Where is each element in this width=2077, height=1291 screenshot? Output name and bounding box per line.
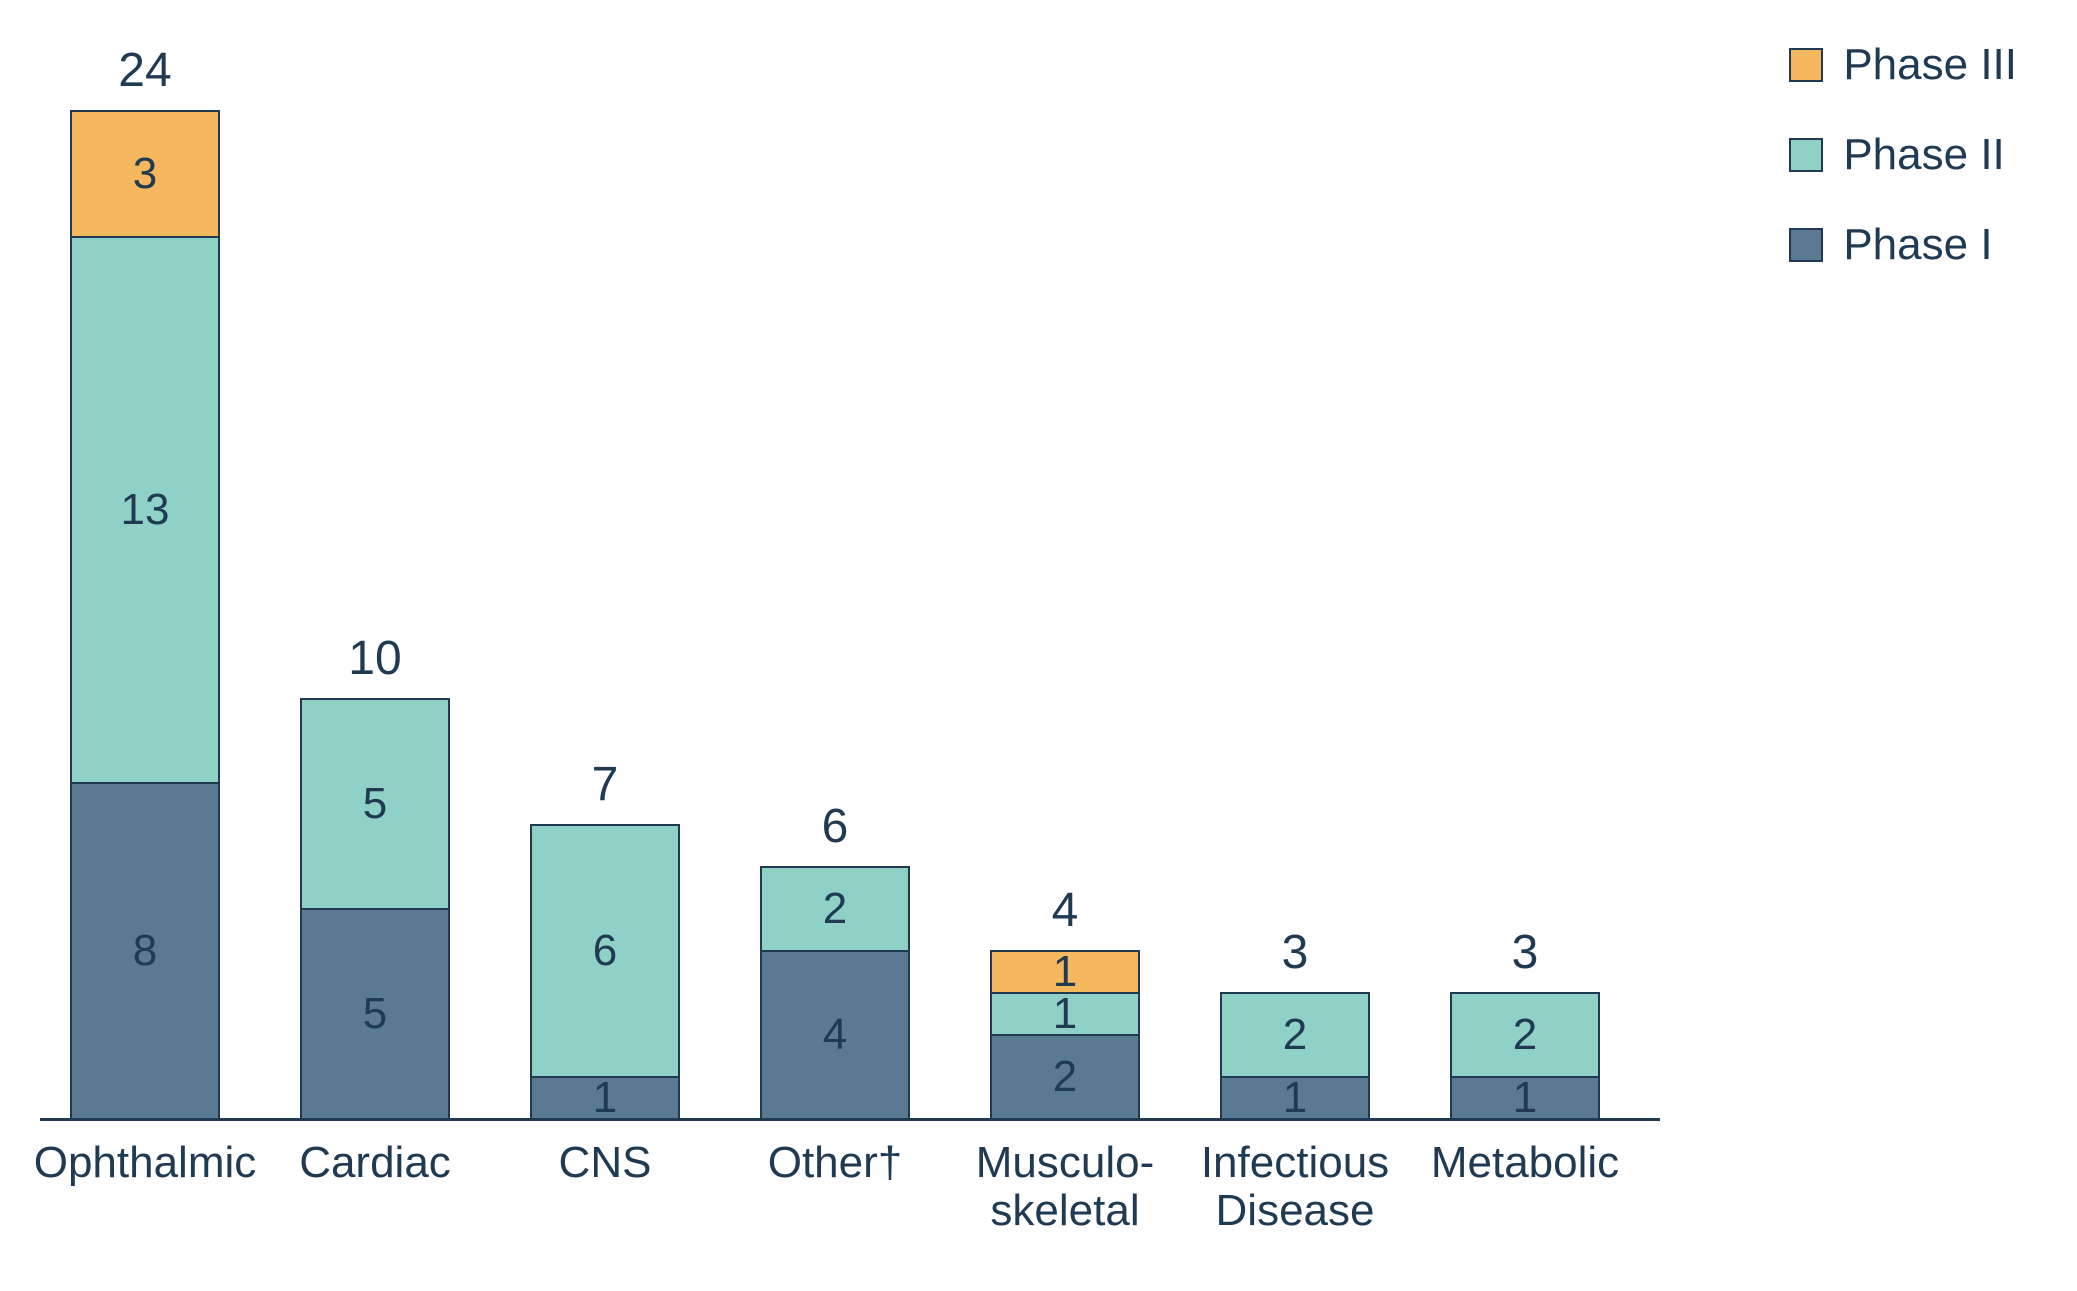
bar-stack: 16 <box>530 824 680 1118</box>
x-label: Metabolic <box>1405 1139 1645 1187</box>
legend-item-phase1: Phase I <box>1789 220 2017 270</box>
x-axis-labels: OphthalmicCardiacCNSOther†Musculo-skelet… <box>40 1131 1660 1291</box>
segment-value: 2 <box>823 884 847 934</box>
x-label-line: skeletal <box>945 1187 1185 1235</box>
segment-value: 1 <box>1283 1073 1307 1123</box>
bar-segment-phase2: 13 <box>70 236 220 782</box>
bar-total: 7 <box>530 757 680 812</box>
bar-stack: 2 11 <box>990 950 1140 1118</box>
bar-column: 5510 <box>300 698 450 1118</box>
stacked-bar-chart: 81332455101674262114123123 OphthalmicCar… <box>0 0 2077 1291</box>
x-label-line: Ophthalmic <box>25 1139 265 1187</box>
bar-segment-phase1: 1 <box>530 1076 680 1118</box>
legend: Phase III Phase II Phase I <box>1789 40 2017 310</box>
bar-segment-phase2: 6 <box>530 824 680 1076</box>
bar-stack: 12 <box>1220 992 1370 1118</box>
segment-value: 2 <box>1053 1052 1077 1102</box>
x-label: Musculo-skeletal <box>945 1139 1185 1236</box>
x-label-line: Musculo- <box>945 1139 1185 1187</box>
bar-segment-phase2: 1 <box>990 992 1140 1034</box>
x-label: Cardiac <box>255 1139 495 1187</box>
bar-column: 426 <box>760 866 910 1118</box>
x-label: InfectiousDisease <box>1175 1139 1415 1236</box>
plot-area: 81332455101674262114123123 <box>40 18 1660 1121</box>
bar-total: 10 <box>300 631 450 686</box>
bar-stack: 55 <box>300 698 450 1118</box>
bar-segment-phase3: 1 <box>990 950 1140 992</box>
x-label-line: Other† <box>715 1139 955 1187</box>
segment-value: 2 <box>1283 1010 1307 1060</box>
segment-value: 13 <box>121 485 170 535</box>
bar-total: 3 <box>1220 925 1370 980</box>
bar-segment-phase1: 4 <box>760 950 910 1118</box>
segment-value: 4 <box>823 1010 847 1060</box>
bar-column: 167 <box>530 824 680 1118</box>
x-label: Other† <box>715 1139 955 1187</box>
x-label-line: CNS <box>485 1139 725 1187</box>
segment-value: 1 <box>1053 989 1077 1039</box>
bar-column: 123 <box>1450 992 1600 1118</box>
bar-segment-phase1: 8 <box>70 782 220 1118</box>
segment-value: 2 <box>1513 1010 1537 1060</box>
x-label-line: Metabolic <box>1405 1139 1645 1187</box>
legend-swatch <box>1789 228 1823 262</box>
legend-item-phase2: Phase II <box>1789 130 2017 180</box>
bar-segment-phase1: 1 <box>1450 1076 1600 1118</box>
segment-value: 5 <box>363 779 387 829</box>
legend-swatch <box>1789 138 1823 172</box>
bar-stack: 8 13 3 <box>70 110 220 1118</box>
bar-segment-phase2: 2 <box>1450 992 1600 1076</box>
bar-total: 4 <box>990 883 1140 938</box>
segment-value: 3 <box>133 149 157 199</box>
x-label: Ophthalmic <box>25 1139 265 1187</box>
bar-total: 3 <box>1450 925 1600 980</box>
bar-column: 813324 <box>70 110 220 1118</box>
legend-item-phase3: Phase III <box>1789 40 2017 90</box>
bar-total: 24 <box>70 43 220 98</box>
bar-segment-phase2: 5 <box>300 698 450 908</box>
bar-column: 123 <box>1220 992 1370 1118</box>
bar-segment-phase1: 1 <box>1220 1076 1370 1118</box>
segment-value: 6 <box>593 926 617 976</box>
bar-segment-phase2: 2 <box>760 866 910 950</box>
bar-stack: 42 <box>760 866 910 1118</box>
x-label-line: Disease <box>1175 1187 1415 1235</box>
segment-value: 1 <box>593 1073 617 1123</box>
bar-column: 2114 <box>990 950 1140 1118</box>
segment-value: 1 <box>1053 947 1077 997</box>
x-label-line: Infectious <box>1175 1139 1415 1187</box>
x-label-line: Cardiac <box>255 1139 495 1187</box>
legend-swatch <box>1789 48 1823 82</box>
x-label: CNS <box>485 1139 725 1187</box>
legend-label: Phase II <box>1843 130 2004 180</box>
segment-value: 8 <box>133 926 157 976</box>
bar-stack: 12 <box>1450 992 1600 1118</box>
bar-total: 6 <box>760 799 910 854</box>
segment-value: 1 <box>1513 1073 1537 1123</box>
bar-segment-phase1: 2 <box>990 1034 1140 1118</box>
bar-segment-phase1: 5 <box>300 908 450 1118</box>
legend-label: Phase III <box>1843 40 2017 90</box>
bar-segment-phase3: 3 <box>70 110 220 236</box>
bar-segment-phase2: 2 <box>1220 992 1370 1076</box>
legend-label: Phase I <box>1843 220 1992 270</box>
segment-value: 5 <box>363 989 387 1039</box>
